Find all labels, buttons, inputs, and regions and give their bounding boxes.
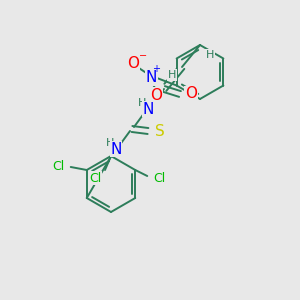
Text: −: − (139, 52, 147, 61)
Text: H: H (168, 70, 176, 80)
Text: H: H (106, 138, 114, 148)
Text: N: N (146, 70, 157, 85)
Text: H: H (206, 50, 214, 60)
Text: H: H (138, 98, 146, 108)
Text: N: N (110, 142, 122, 157)
Text: +: + (152, 64, 160, 74)
Text: Cl: Cl (153, 172, 165, 184)
Text: O: O (151, 88, 163, 103)
Text: Cl: Cl (89, 172, 101, 184)
Text: O: O (185, 86, 197, 101)
Text: S: S (155, 124, 165, 139)
Text: O: O (128, 56, 140, 71)
Text: N: N (142, 101, 154, 116)
Text: Cl: Cl (52, 160, 65, 173)
